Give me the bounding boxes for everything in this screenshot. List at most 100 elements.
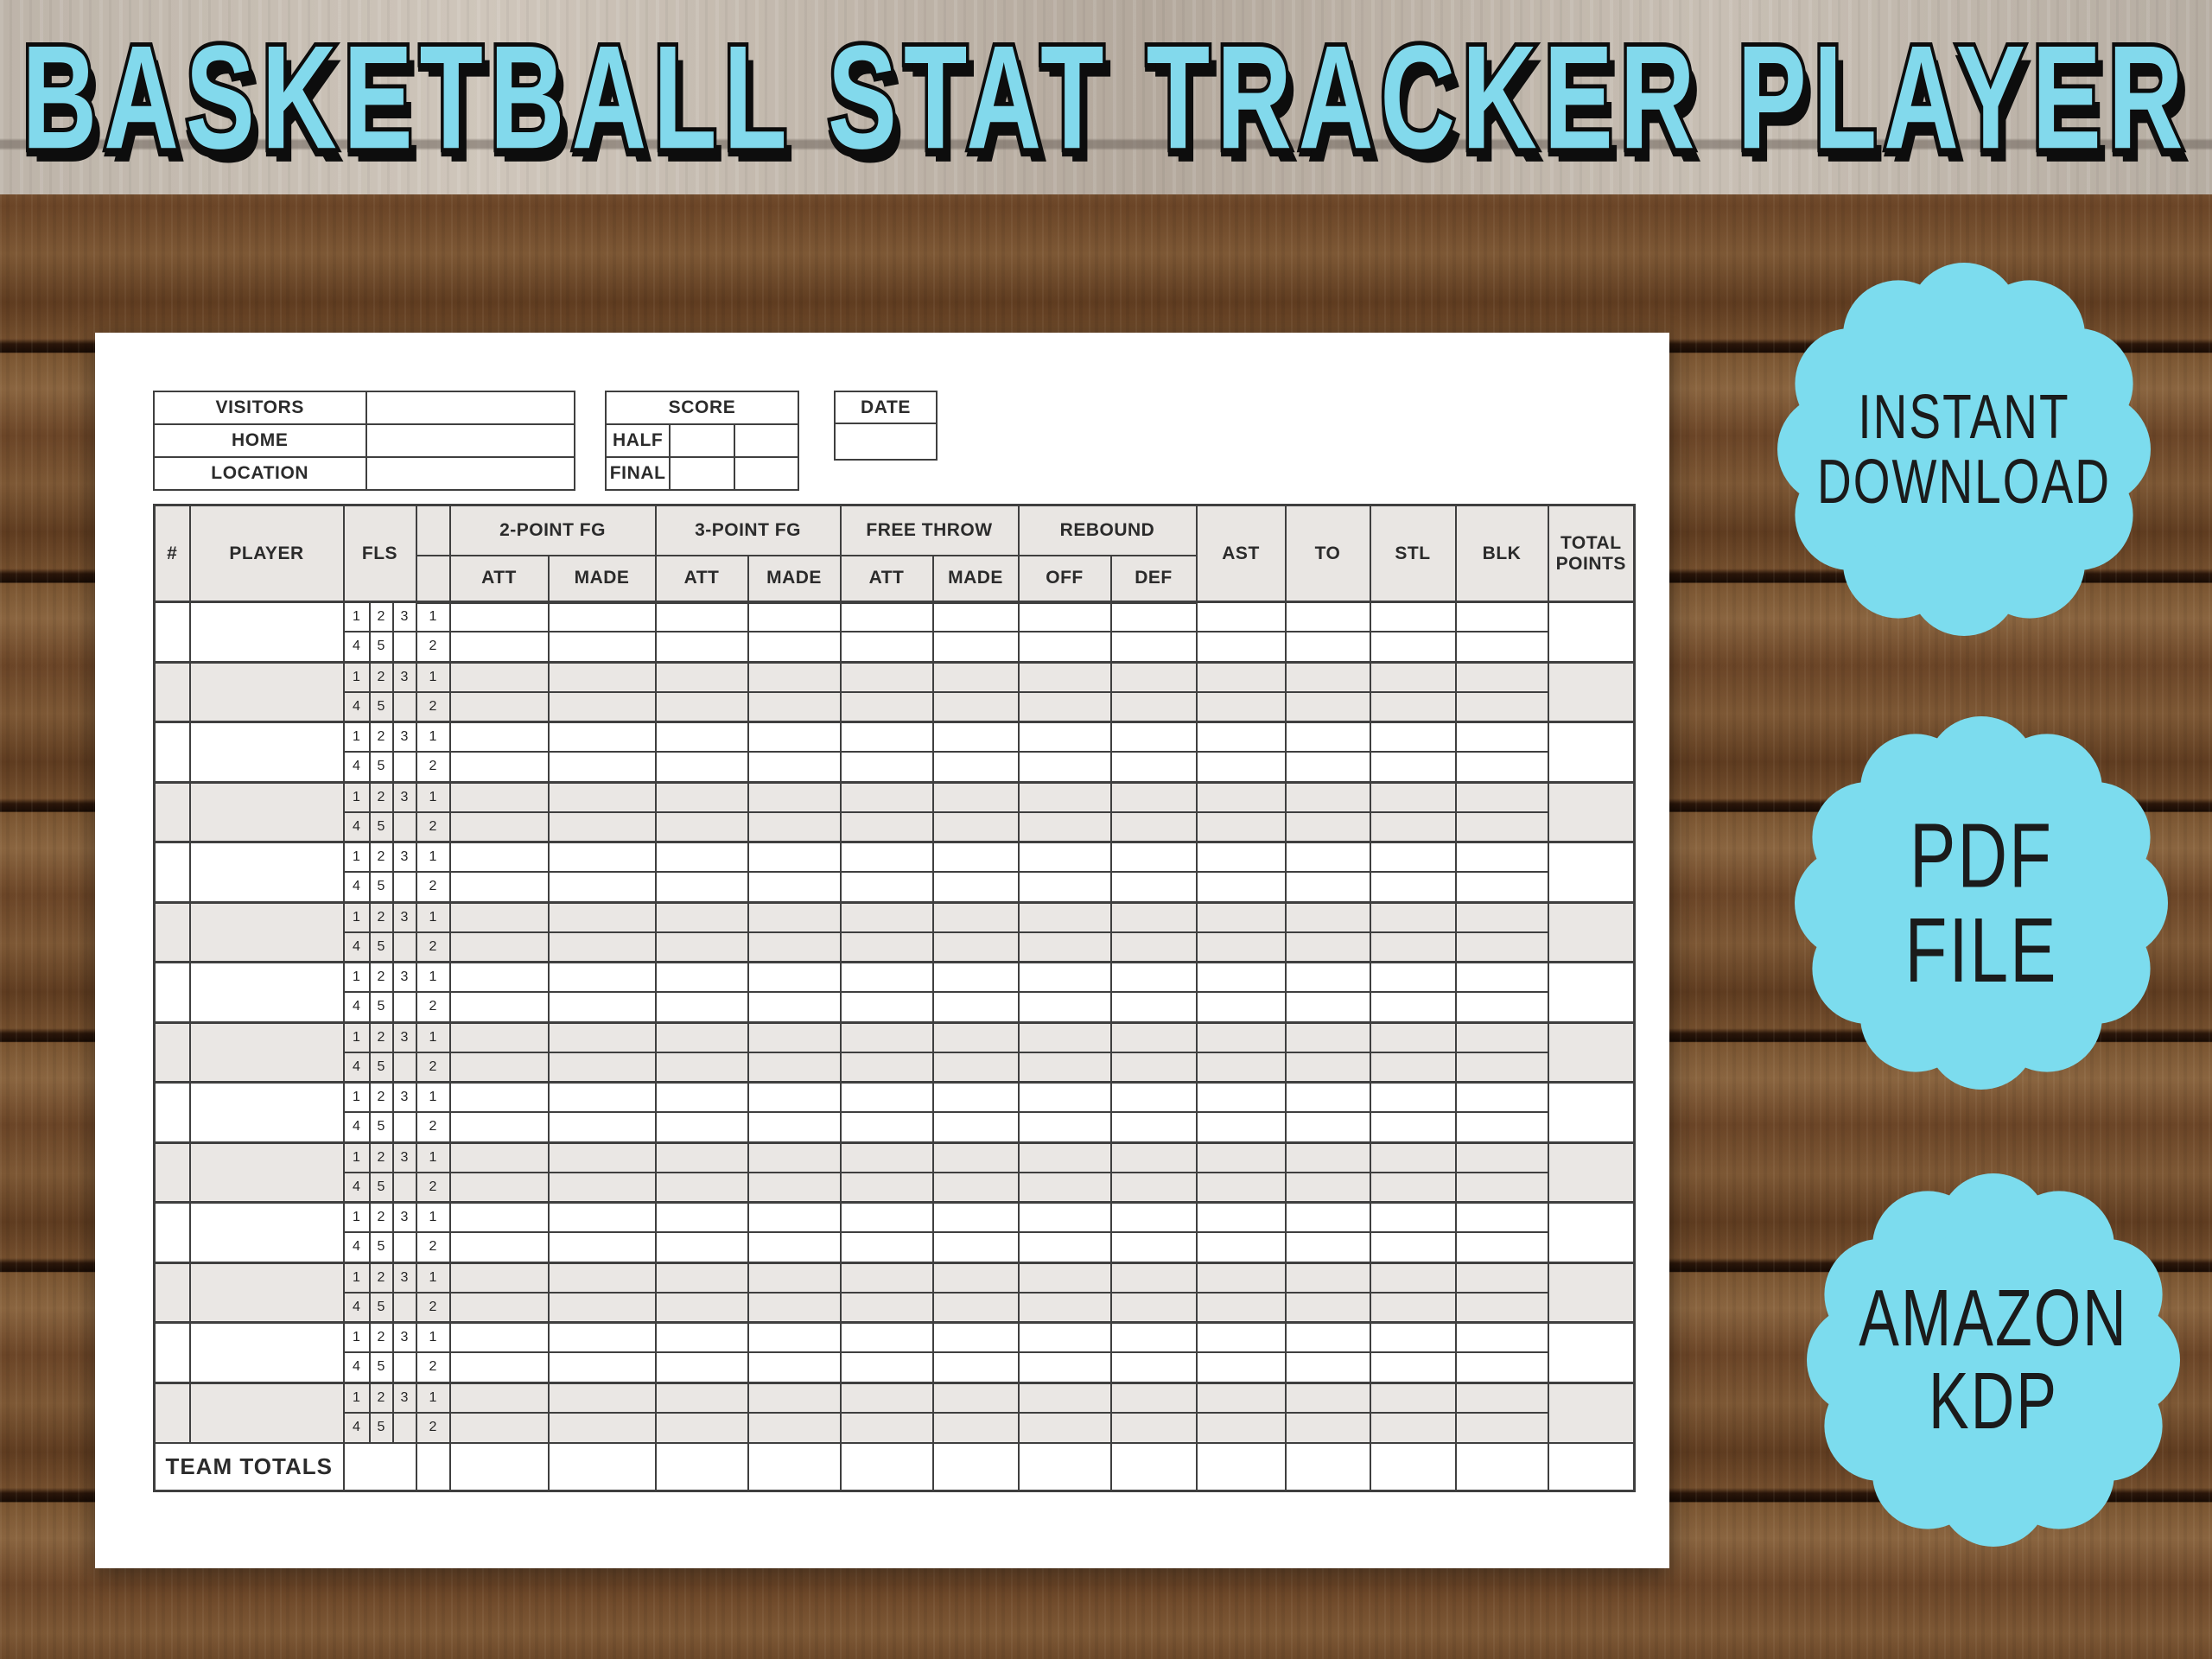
half-indicator-cell: 2	[415, 1171, 451, 1204]
half-indicator-cell: 1	[415, 1321, 451, 1354]
stat-cell	[839, 1171, 934, 1204]
stat-cell	[839, 721, 934, 753]
stat-cell	[547, 841, 657, 874]
stat-cell	[931, 690, 1020, 723]
stat-cell	[1454, 690, 1549, 723]
stat-cell	[747, 1141, 842, 1173]
stat-cell	[931, 1291, 1020, 1324]
stat-cell	[1195, 751, 1287, 783]
stat-cell	[747, 810, 842, 843]
table-row: VISITORS	[153, 391, 575, 425]
fouls-cell: 2	[368, 841, 394, 874]
stat-cell	[654, 751, 749, 783]
stat-cell	[448, 1020, 550, 1053]
fouls-cell: 5	[368, 1411, 394, 1444]
stat-cell	[1454, 1351, 1549, 1383]
stat-cell	[839, 1321, 934, 1354]
stat-cell	[1454, 1231, 1549, 1263]
stat-cell	[1369, 660, 1457, 693]
stat-cell	[448, 1411, 550, 1444]
stat-cell	[1195, 1020, 1287, 1053]
stat-cell	[931, 601, 1020, 633]
stat-cell	[1454, 1291, 1549, 1324]
blocks-column-header: BLK	[1454, 504, 1549, 603]
totals-stat-cell	[1284, 1441, 1371, 1492]
stat-cell	[1454, 1381, 1549, 1414]
total-points-cell	[1547, 900, 1636, 963]
stat-cell	[1369, 1141, 1457, 1173]
stat-cell	[839, 871, 934, 903]
half-indicator-cell: 2	[415, 931, 451, 963]
stat-cell	[1284, 1171, 1371, 1204]
stat-cell	[1017, 751, 1112, 783]
made-column-header: MADE	[547, 554, 657, 604]
fouls-cell: 3	[391, 1141, 417, 1173]
stat-cell	[839, 660, 934, 693]
stat-cell	[1109, 1051, 1198, 1084]
stat-cell	[1195, 931, 1287, 963]
player-number-cell	[153, 1141, 191, 1204]
totals-stat-cell	[654, 1441, 749, 1492]
half-label: HALF	[604, 423, 671, 458]
stat-cell	[448, 871, 550, 903]
totals-stat-cell	[1369, 1441, 1457, 1492]
fouls-cell: 4	[342, 1051, 371, 1084]
stat-cell	[1454, 961, 1549, 994]
stat-cell	[547, 871, 657, 903]
totals-stat-cell	[839, 1441, 934, 1492]
table-row: HALF	[604, 423, 800, 458]
stat-cell	[1109, 1171, 1198, 1204]
stat-cell	[931, 900, 1020, 933]
stat-cell	[448, 991, 550, 1023]
stat-cell	[1284, 660, 1371, 693]
stat-cell	[448, 1351, 550, 1383]
total-points-cell	[1547, 1141, 1636, 1204]
player-number-cell	[153, 1261, 191, 1324]
stat-cell	[1369, 931, 1457, 963]
stat-cell	[1454, 631, 1549, 663]
stat-cell	[1369, 1351, 1457, 1383]
stat-cell	[839, 1081, 934, 1114]
fouls-cell: 1	[342, 601, 371, 633]
stat-cell	[1369, 601, 1457, 633]
fouls-cell: 5	[368, 631, 394, 663]
stat-cell	[547, 810, 657, 843]
stat-cell	[654, 991, 749, 1023]
stat-cell	[1195, 721, 1287, 753]
half-indicator-cell: 1	[415, 1261, 451, 1294]
stat-cell	[654, 871, 749, 903]
stat-cell	[1369, 780, 1457, 813]
stat-cell	[839, 991, 934, 1023]
half-indicator-cell: 1	[415, 1201, 451, 1234]
total-points-cell	[1547, 601, 1636, 663]
stat-cell	[654, 1261, 749, 1294]
stat-cell	[654, 1411, 749, 1444]
stat-cell	[1454, 1141, 1549, 1173]
stat-cell	[1017, 1141, 1112, 1173]
stat-cell	[448, 660, 550, 693]
player-name-cell	[188, 900, 345, 963]
stat-cell	[1369, 1411, 1457, 1444]
fouls-cell: 5	[368, 991, 394, 1023]
stat-cell	[839, 601, 934, 633]
stat-cell	[747, 900, 842, 933]
stat-cell	[448, 931, 550, 963]
stat-cell	[1369, 1261, 1457, 1294]
fouls-cell: 5	[368, 1171, 394, 1204]
stat-cell	[1195, 1141, 1287, 1173]
stat-cell	[1369, 1051, 1457, 1084]
half-indicator-cell: 1	[415, 1020, 451, 1053]
player-name-cell	[188, 1261, 345, 1324]
fouls-cell	[391, 1291, 417, 1324]
stat-cell	[931, 780, 1020, 813]
stat-cell	[547, 751, 657, 783]
fouls-cell: 2	[368, 721, 394, 753]
badge-instant-download: INSTANT DOWNLOAD	[1777, 262, 2152, 637]
stat-cell	[654, 1111, 749, 1143]
stat-cell	[1369, 1111, 1457, 1143]
total-points-cell	[1547, 1020, 1636, 1084]
